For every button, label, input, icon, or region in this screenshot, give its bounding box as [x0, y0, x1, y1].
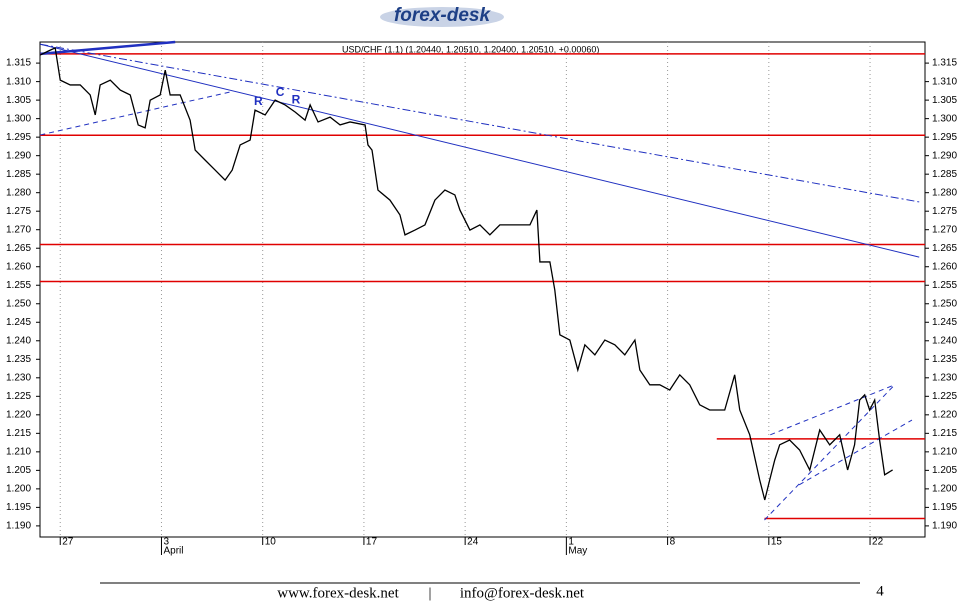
trend-line [40, 40, 176, 56]
y2-tick-label: 1.210 [932, 446, 957, 457]
y2-tick-label: 1.225 [932, 391, 957, 402]
y2-tick-label: 1.310 [932, 76, 957, 87]
footer-website: www.forex-desk.net [277, 585, 399, 601]
x-tick-label: 22 [872, 537, 884, 548]
y-tick-label: 1.215 [6, 428, 31, 439]
x-tick-label: 15 [771, 537, 783, 548]
trend-line [40, 91, 231, 136]
y2-tick-label: 1.220 [932, 409, 957, 420]
page-number: 4 [876, 583, 884, 599]
trend-line [40, 43, 920, 258]
trend-line [40, 43, 920, 203]
y-tick-label: 1.200 [6, 484, 31, 495]
y2-tick-label: 1.270 [932, 224, 957, 235]
y-tick-label: 1.295 [6, 132, 31, 143]
logo: forex-desk [394, 5, 492, 26]
y-tick-label: 1.315 [6, 58, 31, 69]
y-tick-label: 1.260 [6, 261, 31, 272]
y2-tick-label: 1.275 [932, 206, 957, 217]
y2-tick-label: 1.305 [932, 95, 957, 106]
y-tick-label: 1.205 [6, 465, 31, 476]
x-tick-label: 24 [467, 537, 479, 548]
y2-tick-label: 1.290 [932, 150, 957, 161]
x-tick-label: 3 [163, 537, 169, 548]
plot-frame [39, 41, 926, 538]
y2-tick-label: 1.300 [932, 113, 957, 124]
x-tick-label: 8 [670, 537, 676, 548]
y-tick-label: 1.270 [6, 224, 31, 235]
y2-tick-label: 1.295 [932, 132, 957, 143]
price-line [40, 46, 893, 501]
y-tick-label: 1.235 [6, 354, 31, 365]
footer-separator: | [428, 585, 431, 601]
y2-tick-label: 1.240 [932, 335, 957, 346]
y2-tick-label: 1.205 [932, 465, 957, 476]
y-tick-label: 1.225 [6, 391, 31, 402]
y-tick-label: 1.285 [6, 169, 31, 180]
y-tick-label: 1.240 [6, 335, 31, 346]
y2-tick-label: 1.315 [932, 58, 957, 69]
logo-badge [380, 7, 504, 27]
y2-tick-label: 1.200 [932, 484, 957, 495]
y2-tick-label: 1.265 [932, 243, 957, 254]
trend-line [770, 384, 895, 436]
y2-tick-label: 1.195 [932, 502, 957, 513]
x-tick-label: 17 [366, 537, 378, 548]
y-tick-label: 1.230 [6, 372, 31, 383]
y-tick-label: 1.245 [6, 317, 31, 328]
y-tick-label: 1.275 [6, 206, 31, 217]
x-tick-label: 1 [568, 537, 574, 548]
y-tick-label: 1.220 [6, 409, 31, 420]
y-tick-label: 1.305 [6, 95, 31, 106]
y-tick-label: 1.195 [6, 502, 31, 513]
footer-email: info@forex-desk.net [460, 585, 585, 601]
y2-tick-label: 1.285 [932, 169, 957, 180]
trend-line [764, 384, 895, 521]
y2-tick-label: 1.215 [932, 428, 957, 439]
y-tick-label: 1.250 [6, 298, 31, 309]
y2-tick-label: 1.250 [932, 298, 957, 309]
y-tick-label: 1.265 [6, 243, 31, 254]
y2-tick-label: 1.245 [932, 317, 957, 328]
y-tick-label: 1.300 [6, 113, 31, 124]
pattern-label: C [276, 85, 285, 99]
y-tick-label: 1.190 [6, 521, 31, 532]
chart-title: USD/CHF (1.1) (1.20440, 1.20510, 1.20400… [342, 44, 599, 54]
y-tick-label: 1.255 [6, 280, 31, 291]
y-tick-label: 1.310 [6, 76, 31, 87]
y2-tick-label: 1.280 [932, 187, 957, 198]
x-tick-label: 27 [62, 537, 74, 548]
trend-line [798, 419, 913, 486]
x-tick-label: 10 [265, 537, 277, 548]
month-label: April [163, 546, 183, 557]
pattern-label: R [254, 94, 263, 108]
y2-tick-label: 1.260 [932, 261, 957, 272]
y-tick-label: 1.280 [6, 187, 31, 198]
y2-tick-label: 1.255 [932, 280, 957, 291]
y-tick-label: 1.290 [6, 150, 31, 161]
y2-tick-label: 1.235 [932, 354, 957, 365]
y-tick-label: 1.210 [6, 446, 31, 457]
pattern-label: R [292, 92, 301, 106]
y2-tick-label: 1.230 [932, 372, 957, 383]
month-label: May [568, 546, 587, 557]
y2-tick-label: 1.190 [932, 521, 957, 532]
